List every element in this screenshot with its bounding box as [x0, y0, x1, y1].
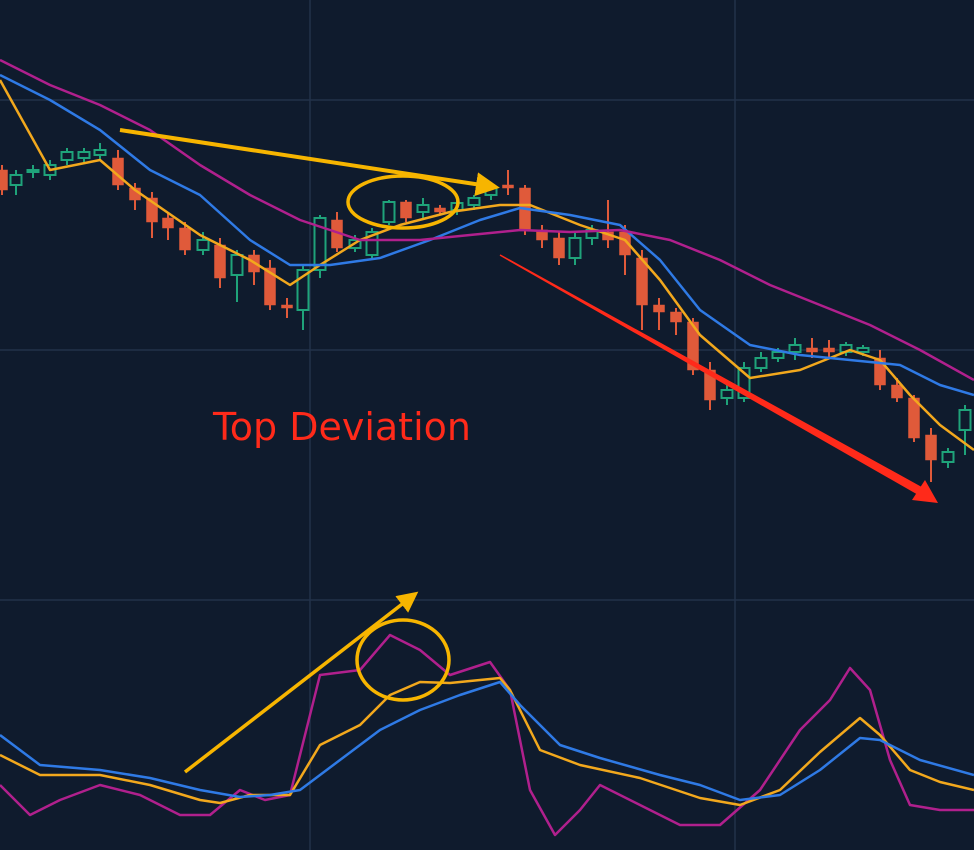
line-series — [0, 73, 974, 397]
candle-body — [806, 347, 818, 353]
candle-body — [958, 409, 972, 431]
candle-body — [788, 344, 802, 353]
candle-body — [162, 217, 174, 229]
candle-body — [313, 217, 327, 271]
candle-body — [416, 204, 430, 213]
candle-body — [653, 304, 665, 313]
highlight-ellipse — [355, 618, 451, 702]
candle-body — [77, 151, 91, 159]
candle-body — [925, 434, 937, 461]
candle-body — [737, 367, 751, 399]
candle-body — [771, 351, 785, 359]
candle-body — [230, 254, 244, 276]
candle-body — [365, 231, 379, 256]
line-series — [0, 676, 974, 807]
candle-body — [146, 197, 158, 223]
line-series — [0, 79, 974, 452]
candle-body — [823, 347, 835, 353]
candle-body — [93, 149, 107, 156]
candle-body — [382, 201, 396, 223]
candle-body — [179, 227, 191, 251]
candle-body — [467, 197, 481, 206]
arrow-head — [912, 480, 938, 503]
candle-body — [0, 169, 8, 191]
candle-body — [502, 184, 514, 189]
candle-body — [9, 174, 23, 186]
candle-body — [754, 357, 768, 369]
candle-body — [687, 321, 699, 371]
line-series — [0, 680, 974, 802]
candle-body — [264, 267, 276, 306]
trend-arrow — [183, 591, 419, 774]
candle-body — [720, 389, 734, 399]
candle-body — [196, 239, 210, 251]
candle-body — [60, 151, 74, 161]
candle-body — [484, 187, 498, 196]
candle-body — [296, 269, 310, 311]
candle-body — [568, 237, 582, 259]
candle-body — [670, 311, 682, 323]
candle-body — [856, 347, 870, 353]
candle-body — [891, 384, 903, 399]
candle-body — [704, 369, 716, 401]
candle-body — [26, 169, 40, 173]
candle-body — [434, 207, 446, 213]
candle-body — [400, 201, 412, 219]
candle-body — [214, 244, 226, 279]
candle-body — [281, 304, 293, 309]
candle-body — [874, 357, 886, 386]
annotations: Top Deviation — [119, 128, 938, 774]
candle-body — [553, 237, 565, 259]
highlight-ellipse — [346, 174, 460, 230]
annotation: Top Deviation — [212, 405, 471, 449]
candle-body — [941, 451, 955, 463]
